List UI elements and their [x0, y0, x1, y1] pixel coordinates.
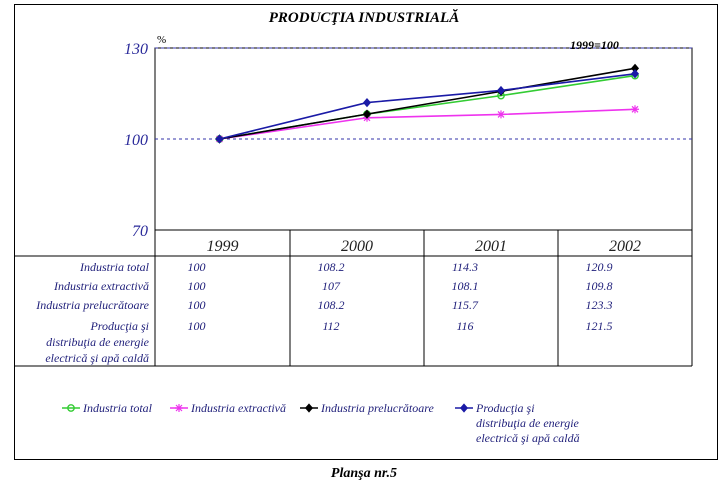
- legend-label: Industria prelucrătoare: [320, 401, 434, 415]
- y-tick-label-130: 130: [124, 41, 148, 58]
- legend-entry-3: Industria prelucrătoare: [300, 401, 434, 415]
- data-point-2000: [362, 109, 372, 119]
- x-tick-label-2002: 2002: [609, 238, 641, 255]
- data-label: 112: [322, 319, 339, 333]
- data-label: 108.2: [318, 260, 345, 274]
- gridlines: [155, 47, 692, 140]
- data-point-2001: [497, 110, 505, 119]
- x-tick-label-1999: 1999: [207, 238, 239, 255]
- row-label-4: distribuţia de energie: [46, 335, 150, 349]
- legend-marker: [67, 404, 75, 412]
- series-1: [215, 71, 639, 143]
- data-label: 116: [456, 319, 473, 333]
- data-label: 100: [188, 298, 206, 312]
- row-label-2: Industria extractivă: [53, 279, 149, 293]
- legend-entry-2: Industria extractivă: [170, 401, 286, 415]
- series-4: [215, 69, 640, 144]
- data-label: 107: [322, 279, 341, 293]
- legend-marker: [304, 403, 314, 413]
- data-label: 100: [188, 279, 206, 293]
- data-label: 109.8: [586, 279, 613, 293]
- series-line: [219, 108, 636, 140]
- data-label: 100: [188, 260, 206, 274]
- data-label: 121.5: [586, 319, 613, 333]
- data-point-2000: [362, 97, 372, 108]
- row-label-3: Industria prelucrătoare: [35, 298, 149, 312]
- x-tick-label-2001: 2001: [475, 238, 507, 255]
- data-label: 123.3: [586, 298, 613, 312]
- x-tick-label-2000: 2000: [341, 238, 373, 255]
- chart-frame: [14, 4, 718, 460]
- data-point-2001: [496, 85, 506, 96]
- legend: Industria total Industria extractivă Indus…: [62, 401, 580, 445]
- legend-label: electrică şi apă caldă: [476, 431, 580, 445]
- series-lines: [215, 63, 640, 144]
- chart-title: PRODUCŢIA INDUSTRIALĂ: [268, 10, 460, 26]
- legend-label: Producţia şi: [475, 401, 535, 415]
- row-label-1: Industria total: [79, 260, 150, 274]
- legend-label: distribuţia de energie: [476, 416, 580, 430]
- data-label: 108.1: [452, 279, 479, 293]
- legend-label: Industria total: [82, 401, 153, 415]
- legend-marker: [459, 403, 469, 413]
- row-label-4: Producţia şi: [89, 319, 149, 333]
- row-label-4: electrică şi apă caldă: [45, 351, 149, 365]
- unit-label: %: [157, 34, 167, 46]
- legend-entry-1: Industria total: [62, 401, 153, 415]
- legend-label: Industria extractivă: [190, 401, 286, 415]
- data-label: 115.7: [452, 298, 479, 312]
- data-point-2002: [631, 105, 639, 114]
- y-tick-label-70: 70: [132, 223, 148, 240]
- data-point-2002: [630, 69, 640, 79]
- plate-caption: Planşa nr.5: [330, 466, 398, 481]
- series-line: [219, 67, 636, 140]
- data-label: 120.9: [586, 260, 613, 274]
- data-point-1999: [215, 134, 224, 144]
- series-line: [219, 72, 636, 140]
- data-table: 1999 2000 2001 2002 Industria total 100 108.2 1…: [14, 230, 693, 367]
- data-label: 108.2: [318, 298, 345, 312]
- y-tick-label-100: 100: [124, 132, 148, 149]
- y-axis-ticks: 70 100 130: [124, 41, 148, 240]
- legend-marker: [175, 404, 183, 412]
- data-label: 100: [188, 319, 206, 333]
- series-3: [215, 63, 640, 144]
- data-label: 114.3: [452, 260, 478, 274]
